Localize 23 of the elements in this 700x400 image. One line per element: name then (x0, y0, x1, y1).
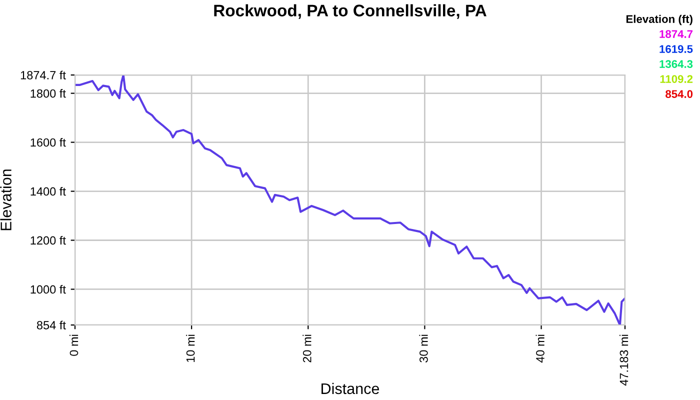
text: 854.0 (666, 90, 693, 98)
y-tick-label: 1200 ft (30, 236, 66, 245)
x-tick-label: 0 mi (70, 334, 78, 356)
x-tick-label: 30 mi (419, 334, 428, 362)
x-axis-title: Distance (322, 382, 380, 394)
text: 1364.3 (660, 60, 693, 68)
x-tick-label: 47.183 mi (619, 334, 628, 386)
legend-title: Elevation (ft) (626, 14, 692, 26)
y-tick-label: 854 ft (36, 320, 66, 330)
y-tick-label: 1800 ft (30, 89, 66, 98)
line-series (75, 75, 625, 325)
text: 1109.2 (660, 75, 693, 83)
x-tick-label: 40 mi (536, 334, 544, 363)
text: 1874.7 (660, 30, 693, 38)
y-tick-label: 1400 ft (30, 187, 66, 196)
chart-title: Rockwood, PA to Connellsville, PA (214, 4, 486, 19)
x-tick-label: 20 mi (302, 334, 312, 362)
text: 1619.5 (660, 45, 693, 53)
x-tick-label: 10 mi (186, 334, 195, 362)
y-tick-label: 1600 ft (30, 138, 66, 147)
y-axis-title: Elevation (0, 170, 12, 230)
y-tick-label: 1000 ft (30, 284, 66, 294)
y-tick-label: 1874.7 ft (20, 70, 66, 80)
